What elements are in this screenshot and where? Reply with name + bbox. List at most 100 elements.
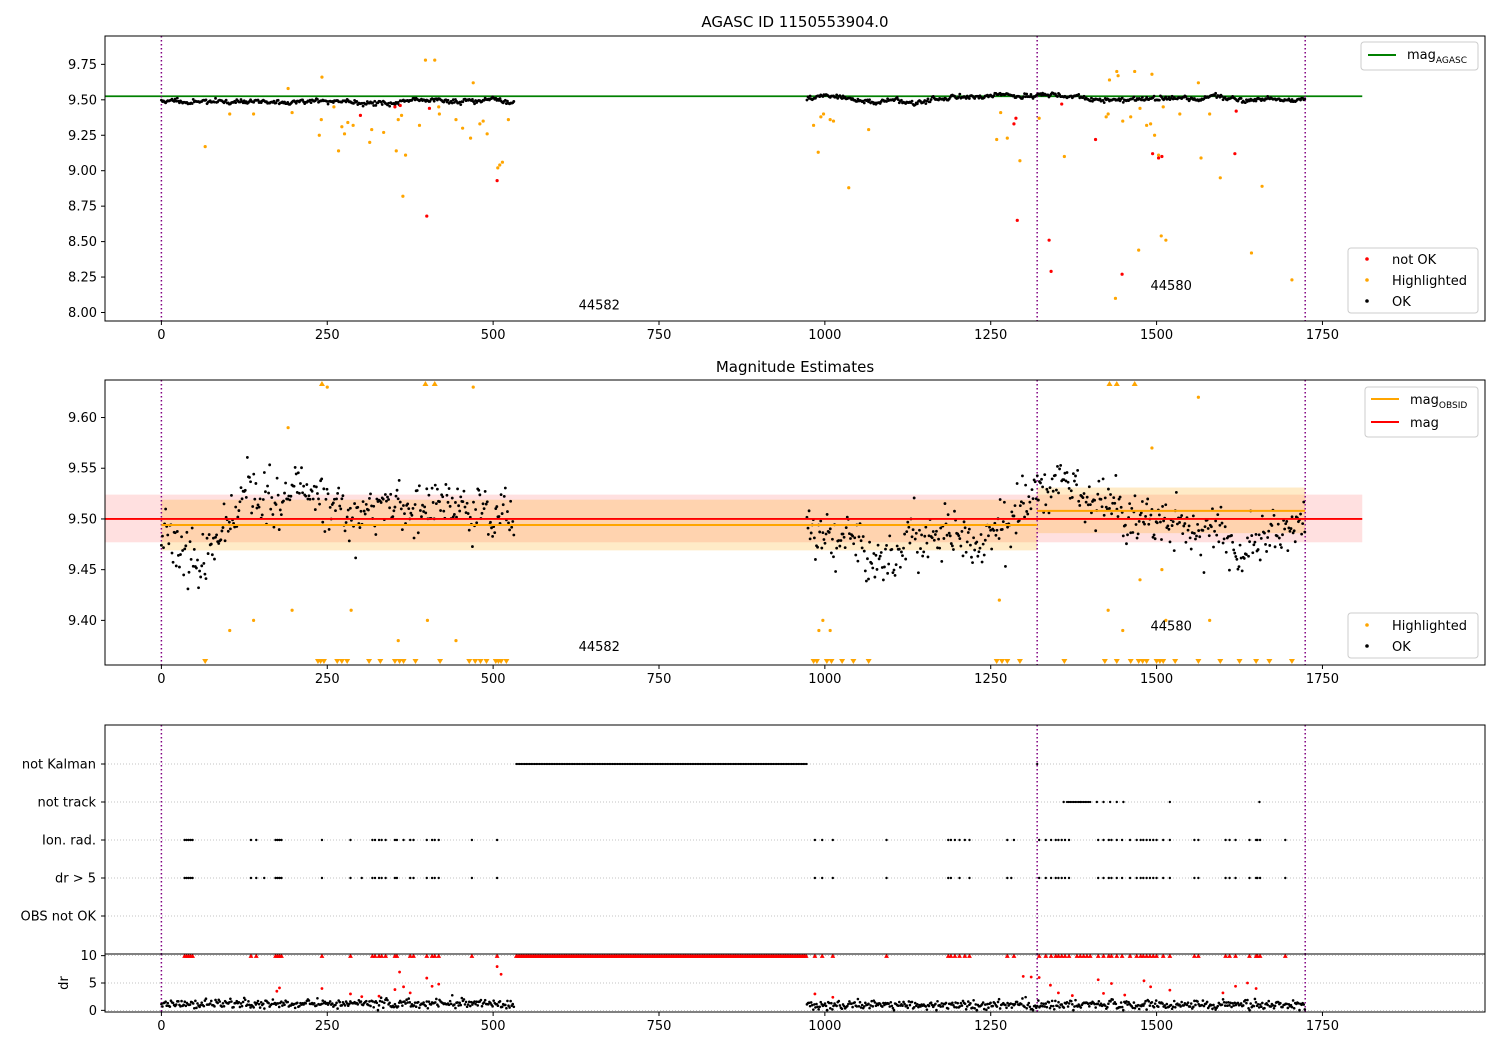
ok-point	[1178, 521, 1181, 524]
ok-point	[238, 500, 242, 504]
dr-point	[427, 1000, 431, 1003]
dr-point	[304, 1002, 308, 1005]
ok-point	[1120, 96, 1124, 100]
highlighted-point	[1199, 156, 1203, 160]
ok-point	[835, 546, 839, 550]
dr-high-point	[1149, 985, 1153, 989]
flag-point	[1006, 876, 1009, 880]
ok-point	[917, 571, 920, 575]
flag-point	[1074, 800, 1077, 804]
dr-point	[257, 1002, 261, 1006]
ok-point	[835, 93, 839, 97]
flag-point	[704, 762, 707, 766]
clipped-low-marker	[1004, 659, 1011, 664]
ok-point	[205, 536, 209, 540]
legend-marker-highlighted	[1365, 623, 1369, 627]
ok-point	[1125, 542, 1128, 546]
ok-point	[388, 104, 392, 108]
dr-high-point	[1070, 994, 1074, 997]
dr-capped-marker	[967, 953, 972, 958]
dr-point	[177, 1000, 180, 1003]
ok-point	[1012, 94, 1016, 97]
ok-point	[209, 542, 213, 546]
dr-point	[356, 1003, 360, 1006]
ok-point	[1212, 545, 1215, 549]
dr-point	[1196, 1000, 1199, 1003]
flag-point	[697, 762, 700, 766]
dr-point	[418, 1006, 421, 1010]
dr-point	[1287, 1003, 1291, 1006]
dr-point	[315, 1004, 318, 1007]
clipped-high-marker	[422, 381, 429, 386]
dr-high-point	[430, 984, 434, 988]
dr-point	[1057, 1000, 1060, 1004]
ok-point	[828, 527, 832, 531]
flag-point	[652, 762, 656, 766]
ok-point	[416, 531, 420, 535]
ok-point	[450, 496, 454, 500]
ok-point	[871, 566, 875, 570]
not-ok-point	[1015, 218, 1019, 222]
ok-point	[1146, 497, 1150, 501]
ok-point	[1050, 477, 1054, 481]
ok-point	[1220, 521, 1224, 525]
dr-point	[1212, 1003, 1215, 1007]
flag-point	[798, 762, 802, 766]
flag-point	[646, 762, 649, 766]
ok-point	[327, 527, 331, 531]
dr-point	[1137, 1007, 1141, 1011]
ok-point	[282, 499, 285, 503]
ok-point	[1250, 534, 1254, 537]
flag-point	[1036, 762, 1039, 766]
dr-point	[878, 1002, 882, 1006]
ok-point	[1018, 504, 1022, 508]
dr-point	[1111, 998, 1114, 1001]
dr-point	[1244, 998, 1247, 1002]
dr-point	[379, 996, 383, 1000]
ok-point	[805, 98, 809, 102]
ok-point	[1004, 564, 1007, 568]
dr-point	[456, 1001, 459, 1004]
flag-point	[1057, 838, 1060, 842]
ok-point	[400, 528, 404, 531]
ok-point	[966, 531, 970, 534]
ok-point	[1238, 543, 1242, 547]
dr-point	[972, 999, 975, 1002]
ok-point	[434, 502, 438, 506]
flag-point	[793, 762, 797, 766]
flag-point	[189, 876, 192, 880]
dr-high-point	[275, 989, 279, 993]
ok-point	[431, 501, 435, 504]
dr-point	[919, 1005, 922, 1008]
dr-point	[473, 1000, 476, 1003]
highlighted-point	[1218, 176, 1222, 180]
dr-point	[1261, 1001, 1264, 1005]
dr-point	[263, 1007, 266, 1010]
clipped-low-marker	[202, 659, 209, 664]
flag-point	[715, 762, 719, 766]
flag-point	[788, 762, 792, 766]
ok-point	[1121, 534, 1125, 538]
dr-point	[1107, 1002, 1110, 1006]
ok-point	[323, 530, 327, 533]
ok-point	[919, 547, 922, 550]
dr-point	[1210, 1003, 1213, 1007]
ok-point	[942, 537, 946, 540]
ok-point	[355, 99, 359, 103]
dr-point	[901, 1004, 904, 1008]
ok-point	[1121, 100, 1125, 104]
ok-point	[326, 492, 330, 496]
ok-point	[816, 545, 819, 549]
dr-point	[465, 1005, 469, 1009]
highlighted-point	[346, 120, 350, 125]
ok-point	[311, 497, 315, 501]
ok-point	[1167, 527, 1171, 531]
ok-point	[264, 490, 267, 494]
ok-point	[1067, 486, 1071, 490]
ok-point	[1270, 524, 1274, 527]
dr-capped-marker	[1048, 953, 1054, 958]
x-tick-label: 0	[157, 328, 165, 343]
ok-point	[898, 565, 902, 569]
ok-point	[161, 534, 164, 538]
ok-point	[1240, 569, 1244, 573]
